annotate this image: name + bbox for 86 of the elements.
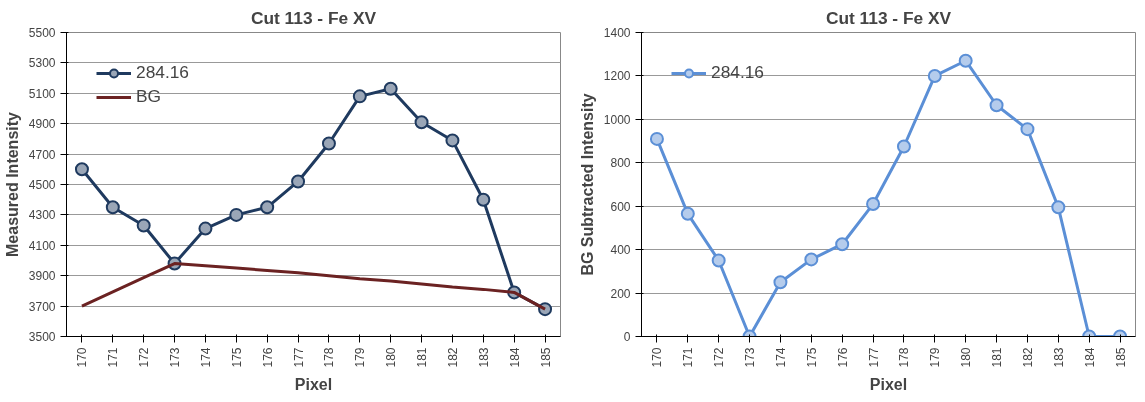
x-tick-label: 180 <box>384 347 399 368</box>
x-tick-label: 185 <box>538 347 553 368</box>
x-tick-label: 182 <box>445 347 460 368</box>
point <box>229 207 244 222</box>
x-tick-label: 177 <box>291 347 306 368</box>
point <box>958 53 973 68</box>
x-tick-label: 178 <box>897 347 912 368</box>
point <box>321 136 336 151</box>
point <box>866 197 881 212</box>
x-tick-label: 178 <box>322 347 337 368</box>
x-tick-label: 179 <box>353 347 368 368</box>
x-tick-label: 170 <box>75 347 90 368</box>
y-tick-label: 200 <box>610 286 631 301</box>
legend-label: 284.16 <box>136 62 189 83</box>
point <box>835 237 850 252</box>
point <box>773 275 788 290</box>
y-tick-label: 1400 <box>603 26 631 40</box>
x-axis-title: Pixel <box>294 375 333 393</box>
x-axis-title: Pixel <box>869 375 908 393</box>
point <box>352 89 367 104</box>
point <box>1051 200 1066 215</box>
point <box>445 133 460 148</box>
y-tick-label: 5100 <box>28 86 56 101</box>
y-axis-title: BG Subtracted Intensity <box>578 93 596 276</box>
y-tick-label: 400 <box>610 243 631 258</box>
y-tick-label: 5500 <box>28 26 56 40</box>
x-tick-label: 181 <box>415 347 430 368</box>
point <box>136 218 151 233</box>
legend-label: BG <box>136 86 162 107</box>
y-tick-label: 4700 <box>28 147 56 162</box>
point <box>74 162 89 177</box>
x-tick-label: 173 <box>168 347 183 368</box>
x-tick-label: 184 <box>1082 347 1097 368</box>
x-tick-label: 177 <box>866 347 881 368</box>
x-tick-label: 175 <box>804 347 819 368</box>
x-tick-label: 180 <box>959 347 974 368</box>
y-axis-title: Measured Intensity <box>3 111 21 257</box>
point <box>804 252 819 267</box>
y-tick-label: 3500 <box>28 330 56 344</box>
x-tick-label: 174 <box>773 347 788 368</box>
point <box>105 200 120 215</box>
x-tick-label: 185 <box>1113 347 1128 368</box>
y-tick-label: 0 <box>623 330 631 344</box>
y-tick-label: 3900 <box>28 269 56 284</box>
y-tick-label: 4500 <box>28 178 56 192</box>
x-tick-label: 175 <box>229 347 244 368</box>
x-tick-label: 182 <box>1020 347 1035 368</box>
y-tick-label: 800 <box>610 156 631 171</box>
y-tick-label: 4100 <box>28 238 56 253</box>
point <box>383 81 398 96</box>
x-tick-label: 176 <box>835 347 850 368</box>
point <box>896 139 911 154</box>
y-tick-label: 4300 <box>28 208 56 223</box>
chart-title: Cut 113 - Fe XV <box>250 7 377 28</box>
x-tick-label: 172 <box>712 347 727 368</box>
x-tick-label: 181 <box>990 347 1005 368</box>
x-tick-label: 183 <box>476 347 491 368</box>
x-tick-label: 171 <box>106 347 121 368</box>
point <box>414 115 429 130</box>
x-tick-label: 171 <box>681 347 696 368</box>
point <box>680 206 695 221</box>
y-tick-label: 5300 <box>28 56 56 71</box>
point <box>649 131 664 146</box>
x-tick-label: 170 <box>650 347 665 368</box>
y-tick-label: 1200 <box>603 69 631 84</box>
point <box>711 253 726 268</box>
chart-title: Cut 113 - Fe XV <box>825 7 952 28</box>
point <box>1020 122 1035 137</box>
point <box>198 221 213 236</box>
x-tick-label: 172 <box>137 347 152 368</box>
x-tick-label: 184 <box>507 347 522 368</box>
x-tick-label: 174 <box>198 347 213 368</box>
x-tick-label: 183 <box>1051 347 1066 368</box>
point <box>476 192 491 207</box>
y-tick-label: 4900 <box>28 117 56 132</box>
x-tick-label: 176 <box>260 347 275 368</box>
legend-label: 284.16 <box>711 62 764 83</box>
point <box>260 200 275 215</box>
y-tick-label: 600 <box>610 199 631 214</box>
point <box>291 174 306 189</box>
x-tick-label: 173 <box>743 347 758 368</box>
y-tick-label: 1000 <box>603 112 631 127</box>
x-tick-label: 179 <box>928 347 943 368</box>
point <box>989 98 1004 113</box>
y-tick-label: 3700 <box>28 299 56 314</box>
point <box>927 68 942 83</box>
